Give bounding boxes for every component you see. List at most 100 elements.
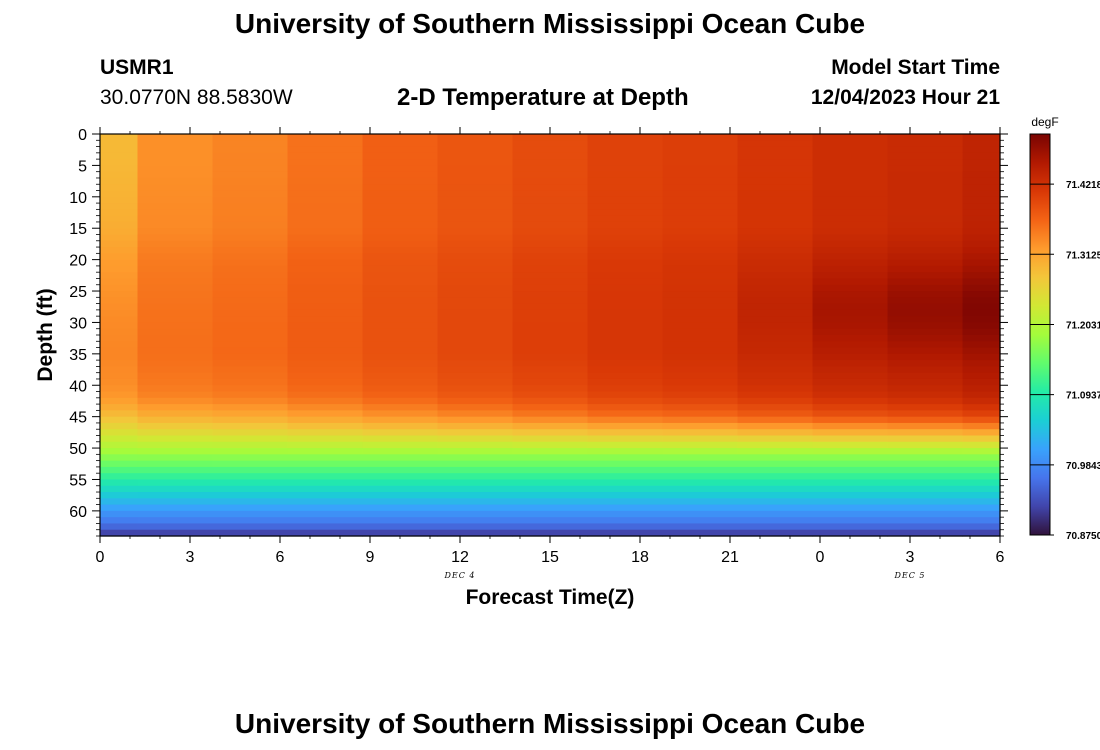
x-tick-label: 3 xyxy=(906,549,915,566)
heatmap-cell xyxy=(737,221,814,229)
heatmap-cell xyxy=(212,504,289,512)
heatmap-cell xyxy=(512,473,589,481)
heatmap-cell xyxy=(887,221,964,229)
heatmap-cell xyxy=(512,523,589,531)
heatmap-cell xyxy=(437,391,514,399)
heatmap-cell xyxy=(137,177,214,185)
x-tick-label: 15 xyxy=(541,549,559,566)
heatmap-cell xyxy=(737,165,814,173)
chart-subtitle: 2-D Temperature at Depth xyxy=(397,84,689,111)
heatmap-cell xyxy=(100,479,139,487)
heatmap-cell xyxy=(737,259,814,267)
heatmap-cell xyxy=(587,284,664,292)
heatmap-cell xyxy=(212,416,289,424)
heatmap-cell xyxy=(437,404,514,411)
heatmap-cell xyxy=(437,397,514,405)
heatmap-cell xyxy=(887,498,964,506)
heatmap-cell xyxy=(287,184,364,192)
heatmap-cell xyxy=(737,510,814,518)
heatmap-cell xyxy=(512,303,589,311)
heatmap-cell xyxy=(812,265,889,273)
heatmap-cell xyxy=(437,347,514,355)
heatmap-cell xyxy=(812,284,889,292)
heatmap-cell xyxy=(512,171,589,179)
heatmap-cell xyxy=(287,479,364,487)
heatmap-cell xyxy=(737,265,814,273)
heatmap-cell xyxy=(737,152,814,160)
heatmap-cell xyxy=(887,259,964,267)
heatmap-cell xyxy=(962,265,1001,273)
heatmap-cell xyxy=(362,272,439,280)
heatmap-cell xyxy=(587,165,664,173)
heatmap-cell xyxy=(737,353,814,361)
heatmap-cell xyxy=(662,240,739,248)
heatmap-cell xyxy=(662,435,739,443)
heatmap-cell xyxy=(437,410,514,418)
heatmap-cell xyxy=(962,378,1001,386)
y-tick-label: 10 xyxy=(69,190,87,207)
heatmap-cell xyxy=(437,253,514,261)
heatmap-cell xyxy=(137,435,214,443)
heatmap-cell xyxy=(662,309,739,317)
heatmap-cell xyxy=(962,422,1001,430)
heatmap-cell xyxy=(287,485,364,493)
heatmap-cell xyxy=(887,410,964,418)
heatmap-cell xyxy=(812,196,889,204)
heatmap-cell xyxy=(812,429,889,437)
heatmap-cell xyxy=(737,316,814,324)
heatmap-cell xyxy=(512,253,589,261)
heatmap-cell xyxy=(212,221,289,229)
heatmap-cell xyxy=(100,203,139,210)
heatmap-cell xyxy=(812,529,889,537)
heatmap-cell xyxy=(287,429,364,437)
heatmap-cell xyxy=(962,435,1001,443)
heatmap-cell xyxy=(662,253,739,261)
heatmap-cell xyxy=(362,240,439,248)
heatmap-cell xyxy=(137,152,214,160)
heatmap-cell xyxy=(887,360,964,368)
heatmap-cell xyxy=(137,146,214,154)
heatmap-cell xyxy=(100,510,139,518)
x-axis-label: Forecast Time(Z) xyxy=(466,586,635,609)
heatmap-cell xyxy=(437,240,514,248)
heatmap-cell xyxy=(737,429,814,437)
heatmap-cell xyxy=(587,360,664,368)
heatmap-cell xyxy=(437,303,514,311)
heatmap-cell xyxy=(212,309,289,317)
heatmap-cell xyxy=(137,416,214,424)
heatmap-cell xyxy=(962,146,1001,154)
heatmap-cell xyxy=(362,366,439,374)
heatmap-cell xyxy=(212,203,289,210)
x-tick-label: 21 xyxy=(721,549,739,566)
heatmap-cell xyxy=(512,265,589,273)
heatmap-cell xyxy=(137,215,214,223)
heatmap-cell xyxy=(662,203,739,210)
heatmap-cell xyxy=(662,517,739,525)
heatmap-cell xyxy=(437,529,514,537)
heatmap-cell xyxy=(100,265,139,273)
heatmap-cell xyxy=(887,378,964,386)
heatmap-cell xyxy=(212,335,289,342)
heatmap-cell xyxy=(287,435,364,443)
heatmap-cell xyxy=(962,510,1001,518)
heatmap-cell xyxy=(212,360,289,368)
heatmap-cell xyxy=(512,228,589,236)
heatmap-cell xyxy=(212,322,289,330)
heatmap-cell xyxy=(362,410,439,418)
heatmap-cell xyxy=(962,466,1001,474)
heatmap-cell xyxy=(737,171,814,179)
heatmap-cell xyxy=(362,259,439,267)
heatmap-cell xyxy=(137,303,214,311)
heatmap-cell xyxy=(512,347,589,355)
heatmap-cell xyxy=(212,404,289,411)
heatmap-cell xyxy=(437,422,514,430)
heatmap-cell xyxy=(100,278,139,286)
heatmap-cell xyxy=(887,372,964,380)
heatmap-cell xyxy=(812,291,889,298)
heatmap-cell xyxy=(212,328,289,336)
x-date-label: DEC 5 xyxy=(893,571,925,580)
heatmap-cell xyxy=(812,134,889,141)
heatmap-cell xyxy=(362,253,439,261)
heatmap-cell xyxy=(137,410,214,418)
heatmap-cell xyxy=(512,196,589,204)
